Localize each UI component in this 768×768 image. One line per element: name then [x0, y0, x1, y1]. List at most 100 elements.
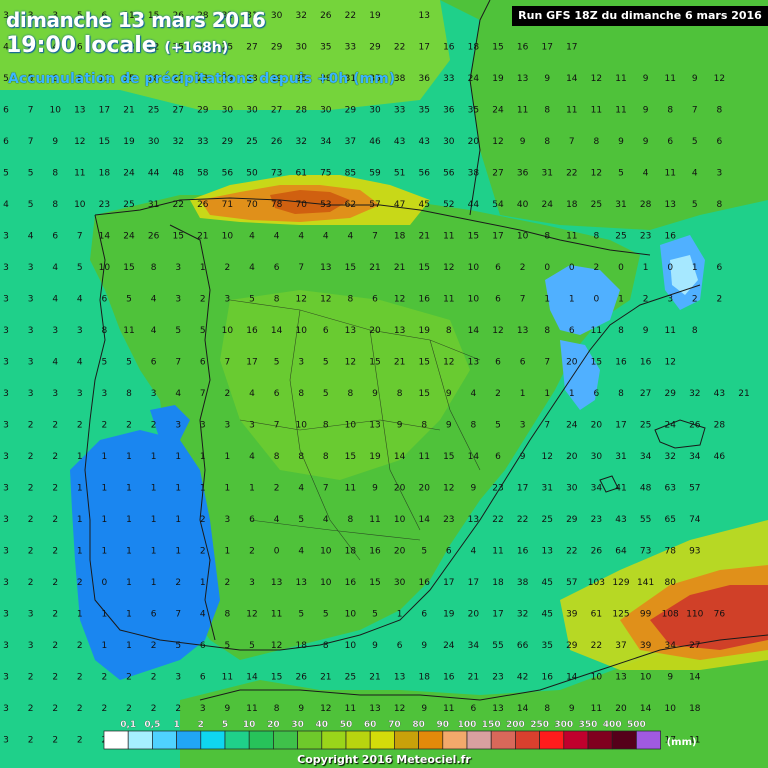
value-label: 10 — [394, 515, 406, 525]
legend-swatch — [394, 730, 419, 750]
value-label: 12 — [664, 358, 675, 368]
value-label: 8 — [618, 326, 624, 336]
value-label: 16 — [541, 673, 553, 683]
value-label: 30 — [148, 137, 160, 147]
value-label: 23 — [492, 673, 503, 683]
value-label: 10 — [99, 263, 111, 273]
value-label: 7 — [175, 610, 181, 620]
value-label: 10 — [345, 421, 357, 431]
value-label: 19 — [443, 610, 455, 620]
value-label: 11 — [443, 232, 454, 242]
value-label: 75 — [320, 169, 331, 179]
legend-swatch — [127, 730, 153, 750]
balearic-ibiza — [599, 475, 619, 493]
value-label: 2 — [52, 547, 58, 557]
value-label: 43 — [615, 515, 626, 525]
value-label: 18 — [468, 43, 480, 53]
value-label: 16 — [664, 232, 676, 242]
value-label: 1 — [569, 389, 575, 399]
value-label: 29 — [271, 43, 283, 53]
value-label: 3 — [28, 641, 34, 651]
value-label: 65 — [664, 515, 675, 525]
value-label: 8 — [544, 106, 550, 116]
value-label: 14 — [99, 232, 111, 242]
value-label: 21 — [418, 232, 429, 242]
value-label: 30 — [271, 11, 283, 21]
value-label: 5 — [618, 169, 624, 179]
value-label: 3 — [175, 421, 181, 431]
value-label: 70 — [295, 200, 307, 210]
value-label: 2 — [28, 452, 34, 462]
value-label: 22 — [566, 547, 577, 557]
value-label: 23 — [246, 74, 257, 84]
map-subtitle: Accumulation de précipitations depuis +0… — [8, 71, 396, 87]
value-label: 5 — [298, 515, 304, 525]
value-label: 8 — [544, 137, 550, 147]
value-label: 1 — [126, 641, 132, 651]
value-label: 4 — [52, 43, 58, 53]
pale-blue-pyrenees — [670, 255, 698, 295]
value-label: 10 — [517, 232, 529, 242]
value-label: 58 — [197, 169, 209, 179]
value-label: 5 — [200, 326, 206, 336]
value-label: 33 — [394, 106, 405, 116]
value-label: 27 — [172, 106, 183, 116]
value-label: 3 — [3, 263, 9, 273]
value-label: 20 — [566, 358, 578, 368]
value-label: 2 — [28, 673, 34, 683]
legend-unit: (mm) — [667, 737, 697, 748]
value-label: 23 — [99, 200, 110, 210]
value-label: 11 — [222, 673, 233, 683]
value-label: 3 — [3, 484, 9, 494]
value-label: 14 — [517, 704, 529, 714]
value-label: 5 — [3, 74, 9, 84]
value-label: 3 — [77, 389, 83, 399]
value-label: 3 — [175, 263, 181, 273]
value-label: 29 — [222, 137, 234, 147]
value-label: 1 — [151, 484, 157, 494]
value-label: 2 — [151, 641, 157, 651]
value-label: 1 — [544, 389, 550, 399]
value-label: 12 — [492, 137, 503, 147]
value-label: 5 — [323, 389, 329, 399]
value-label: 15 — [99, 137, 110, 147]
value-label: 2 — [77, 673, 83, 683]
value-label: 25 — [123, 200, 134, 210]
value-label: 1 — [77, 547, 83, 557]
value-label: 28 — [197, 11, 209, 21]
copyright-text: Copyright 2016 Meteociel.fr — [297, 753, 471, 766]
value-label: 16 — [640, 358, 652, 368]
value-label: 9 — [471, 484, 477, 494]
value-label: 4 — [692, 169, 698, 179]
value-label: 4 — [323, 515, 329, 525]
value-label: 16 — [345, 578, 357, 588]
value-label: 6 — [151, 358, 157, 368]
legend-swatch — [176, 730, 202, 750]
value-label: 11 — [591, 704, 602, 714]
value-label: 24 — [123, 169, 135, 179]
value-label: 18 — [492, 578, 504, 588]
value-label: 14 — [468, 326, 480, 336]
value-label: 16 — [246, 326, 258, 336]
value-label: 16 — [443, 43, 455, 53]
value-label: 33 — [345, 43, 356, 53]
value-label: 1 — [126, 610, 132, 620]
legend-threshold-label: 350 — [579, 720, 598, 730]
value-label: 5 — [249, 295, 255, 305]
value-label: 103 — [588, 578, 605, 588]
value-label: 22 — [172, 74, 183, 84]
value-label: 8 — [667, 106, 673, 116]
value-label: 6 — [421, 610, 427, 620]
value-label: 2 — [28, 578, 34, 588]
value-label: 22 — [591, 641, 602, 651]
value-label: 28 — [295, 106, 307, 116]
value-label: 17 — [492, 610, 503, 620]
value-label: 2 — [126, 704, 132, 714]
value-label: 26 — [591, 547, 603, 557]
value-label: 39 — [640, 641, 652, 651]
value-label: 3 — [3, 641, 9, 651]
value-label: 8 — [544, 704, 550, 714]
value-label: 17 — [517, 484, 528, 494]
value-label: 10 — [468, 263, 480, 273]
value-label: 28 — [640, 200, 652, 210]
